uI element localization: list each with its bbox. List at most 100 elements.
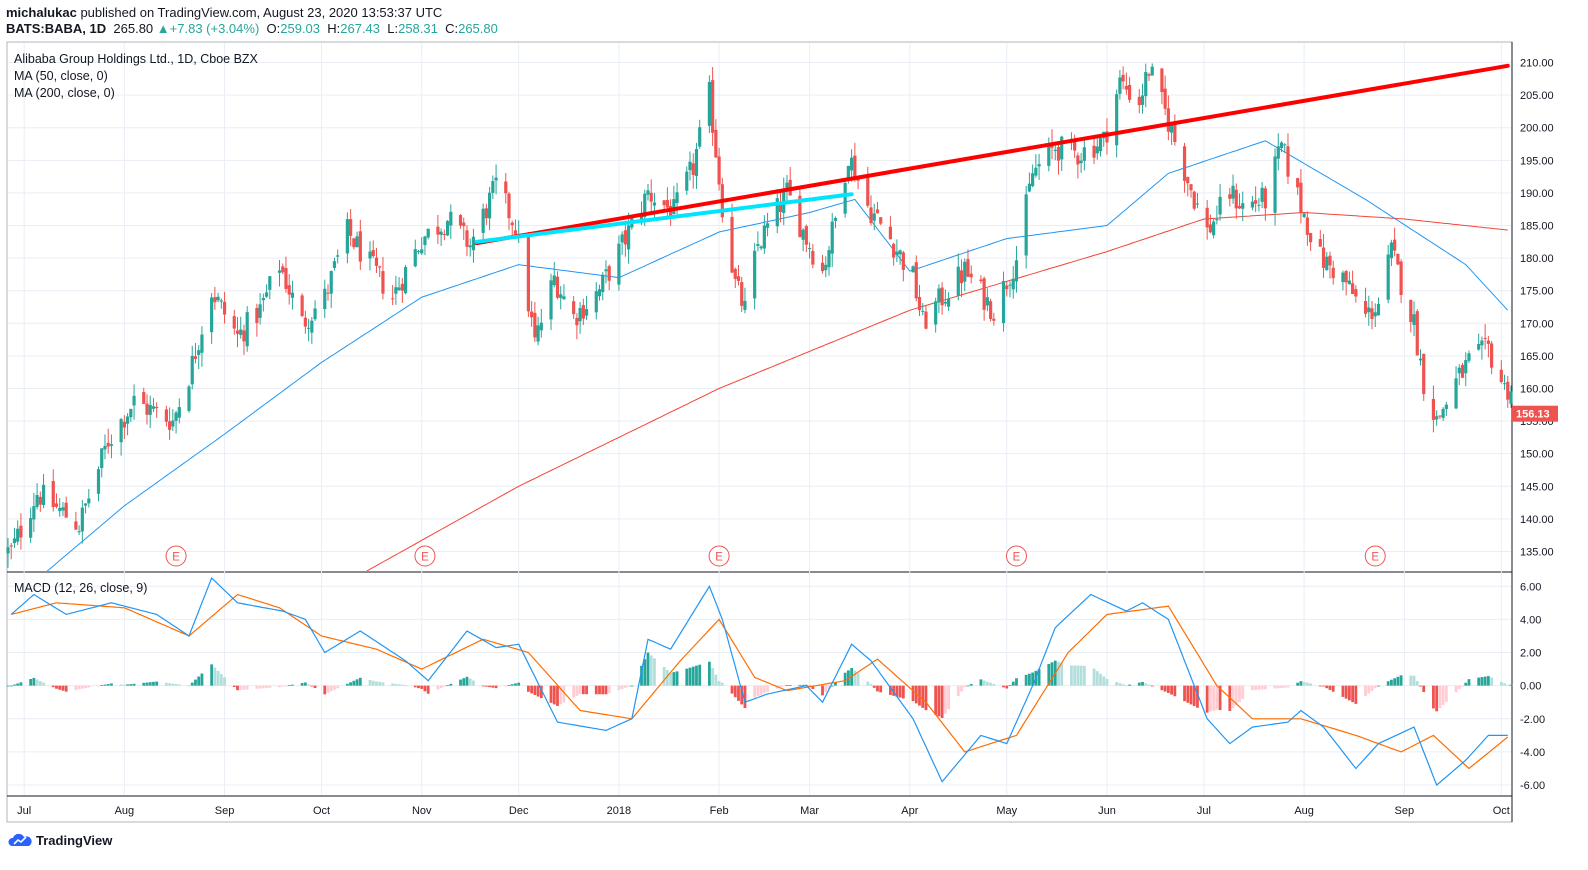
ma200-line	[366, 211, 1508, 571]
candle-body	[850, 157, 854, 171]
macd-tick-label: 6.00	[1520, 581, 1541, 593]
macd-histogram-bar	[830, 685, 834, 687]
macd-histogram-bar	[675, 671, 679, 686]
macd-histogram-bar	[879, 685, 883, 693]
candle-body	[96, 469, 101, 494]
earnings-marker[interactable]	[414, 545, 436, 567]
macd-histogram-bar	[287, 685, 291, 687]
earnings-marker[interactable]	[708, 545, 730, 567]
macd-histogram-bar	[876, 685, 879, 692]
macd-histogram-bar	[766, 685, 769, 692]
earnings-marker[interactable]	[165, 545, 187, 567]
candle-body	[740, 282, 744, 306]
candle-body	[1309, 233, 1313, 243]
time-tick-label: Sep	[215, 805, 235, 817]
earnings-marker[interactable]	[1364, 545, 1386, 567]
candle-body	[1260, 187, 1264, 202]
macd-histogram-bar	[753, 685, 757, 698]
candle-body	[1079, 160, 1083, 164]
candle-body	[1431, 398, 1436, 420]
macd-histogram-bar	[1047, 664, 1051, 686]
macd-histogram-bar	[1186, 685, 1190, 703]
macd-histogram-bar	[1115, 682, 1119, 686]
candle-body	[639, 214, 644, 220]
candle-body	[956, 266, 960, 296]
macd-histogram-bar	[1412, 675, 1416, 686]
price-tick-label: 140.00	[1520, 514, 1554, 526]
candle-body	[1331, 267, 1335, 279]
candle-body	[1098, 137, 1103, 152]
macd-histogram-bar	[1486, 676, 1490, 686]
macd-histogram-bar	[1118, 683, 1122, 686]
macd-histogram-bar	[194, 679, 197, 686]
open-value: 259.03	[280, 21, 321, 36]
macd-histogram-bar	[1328, 685, 1332, 690]
candle-body	[504, 181, 508, 194]
candle-body	[833, 218, 838, 221]
time-tick-label: May	[996, 805, 1017, 817]
candle-body	[1073, 141, 1077, 151]
macd-histogram-bar	[720, 682, 724, 686]
candle-body	[1195, 203, 1200, 205]
earnings-marker[interactable]	[1005, 545, 1027, 567]
macd-histogram-bar	[223, 677, 226, 686]
macd-histogram-bar	[1070, 665, 1073, 686]
macd-histogram-bar	[943, 685, 947, 714]
candle-body	[174, 412, 178, 421]
macd-histogram-bar	[1438, 685, 1442, 709]
candle-body	[1464, 360, 1468, 374]
macd-histogram-bar	[491, 685, 495, 688]
candle-body	[549, 280, 553, 320]
candle-body	[1351, 283, 1355, 295]
candle-body	[1457, 367, 1461, 374]
symbol-label: BATS:BABA, 1D	[6, 21, 107, 36]
candle-body	[575, 317, 579, 326]
candle-body	[1263, 188, 1267, 209]
macd-histogram-bar	[51, 685, 55, 688]
time-tick-label: Feb	[710, 805, 729, 817]
macd-histogram-bar	[1393, 678, 1397, 686]
candle-body	[1250, 201, 1255, 208]
candle-body	[736, 276, 741, 281]
macd-histogram-bar	[898, 685, 902, 698]
macd-histogram-bar	[1027, 673, 1031, 686]
trendline-cyan[interactable]	[474, 192, 854, 244]
candle-body	[1053, 149, 1057, 152]
macd-histogram-bar	[620, 685, 624, 689]
candle-body	[9, 545, 13, 547]
macd-histogram-bar	[462, 678, 466, 686]
macd-histogram-bar	[1415, 681, 1419, 686]
macd-histogram-bar	[494, 685, 498, 689]
candle-body	[371, 250, 375, 257]
candle-body	[1273, 156, 1277, 213]
candle-body	[41, 484, 46, 505]
macd-tick-label: -6.00	[1520, 780, 1545, 792]
candle-body	[80, 507, 84, 532]
candle-body	[1166, 108, 1170, 132]
macd-histogram-bar	[481, 685, 485, 687]
macd-histogram-bar	[1037, 669, 1041, 686]
macd-histogram-bar	[323, 685, 327, 695]
macd-histogram-bar	[1432, 685, 1435, 709]
macd-histogram-bar	[1015, 678, 1018, 686]
macd-histogram-bar	[759, 685, 763, 695]
trendline-red[interactable]	[474, 63, 1510, 246]
candle-body	[19, 525, 23, 538]
tradingview-logo[interactable]: TradingView	[8, 832, 112, 848]
macd-histogram-bar	[329, 685, 333, 692]
candle-body	[303, 317, 307, 327]
macd-histogram-bar	[190, 682, 194, 686]
candle-body	[109, 444, 114, 446]
candle-body	[698, 127, 702, 147]
macd-histogram-bar	[1499, 681, 1503, 686]
macd-histogram-bar	[1373, 685, 1377, 689]
macd-histogram-bar	[1147, 684, 1151, 686]
macd-histogram-bar	[536, 685, 540, 697]
macd-histogram-bar	[585, 685, 588, 695]
candle-body	[129, 408, 133, 418]
candle-body	[449, 211, 453, 226]
candle-body	[74, 521, 78, 530]
macd-histogram-bar	[947, 685, 950, 710]
macd-histogram-bar	[404, 685, 407, 686]
